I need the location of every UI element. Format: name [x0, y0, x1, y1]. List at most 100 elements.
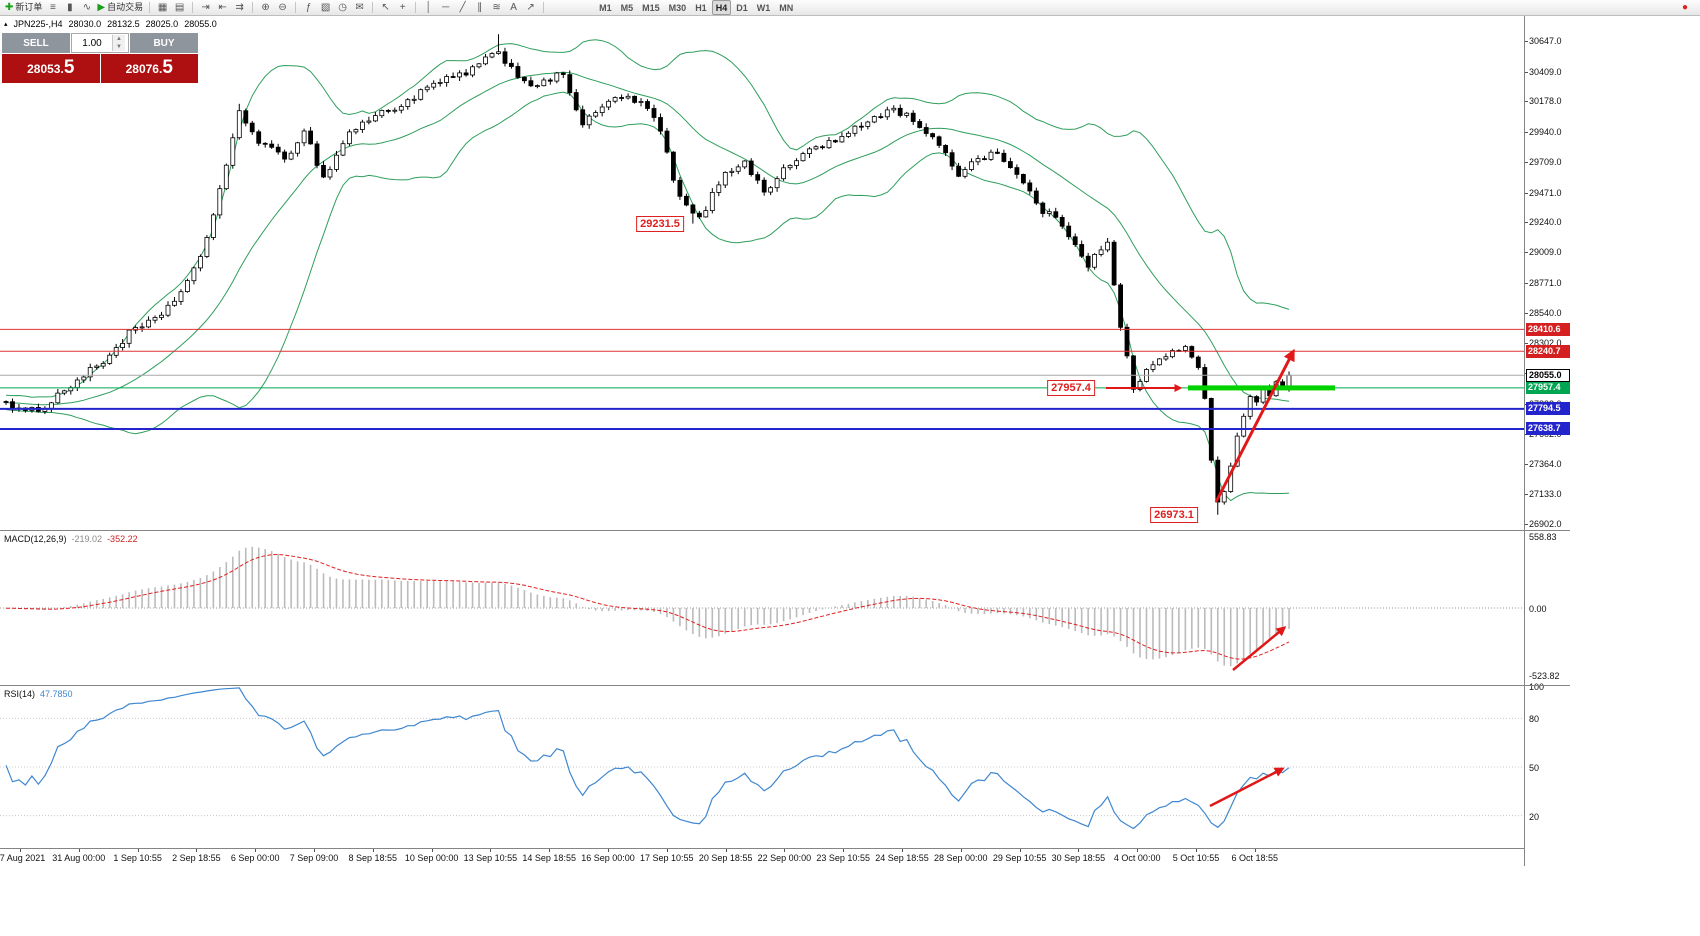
crosshair-icon[interactable]: +	[395, 1, 410, 14]
price-callout: 27957.4	[1047, 379, 1095, 396]
lot-size-field[interactable]: ▲ ▼	[71, 33, 129, 53]
price-level-tag: 27794.5	[1526, 402, 1570, 416]
time-tick-mark	[431, 849, 433, 852]
time-tick-label: 14 Sep 18:55	[522, 853, 576, 863]
price-tick-label: 29009.0	[1529, 247, 1562, 258]
timeframe-m30[interactable]: M30	[668, 2, 687, 13]
auto-scroll-icon: ⇉	[235, 2, 244, 13]
time-tick-mark	[1137, 849, 1139, 852]
new-order-button[interactable]: ✚ 新订单	[4, 1, 43, 14]
zoom-in-icon[interactable]: ⊕	[258, 1, 273, 14]
autotrading-button-label: 自动交易	[107, 2, 144, 12]
trend-arrow	[1232, 626, 1287, 671]
price-axis[interactable]: 30647.0 30409.0 30178.0 29940.0 29709.0 29471…	[1524, 16, 1570, 866]
fibonacci-icon[interactable]: ≋	[489, 1, 504, 14]
price-tick-mark	[1525, 161, 1528, 163]
channel-icon[interactable]: ∥	[472, 1, 487, 14]
chart-shift-icon: ⇤	[218, 2, 227, 13]
price-level-tag: 28410.6	[1526, 322, 1570, 336]
price-level-tag: 27957.4	[1526, 381, 1570, 395]
main-price-pane[interactable]	[0, 16, 1524, 530]
trendline-icon[interactable]: ╱	[455, 1, 470, 14]
cursor-icon[interactable]: ↖	[378, 1, 393, 14]
line-chart-icon[interactable]: ∿	[79, 1, 94, 14]
price-tick-label: 27364.0	[1529, 459, 1562, 470]
indicators-icon[interactable]: ƒ	[301, 1, 316, 14]
timeframe-mn[interactable]: MN	[779, 2, 794, 13]
time-axis[interactable]: 27 Aug 2021 31 Aug 00:00 1 Sep 10:55 2 Sep …	[0, 848, 1570, 867]
time-tick-label: 7 Sep 09:00	[289, 853, 339, 863]
time-tick-label: 6 Sep 00:00	[230, 853, 280, 863]
candlestick-chart-icon[interactable]: ▮	[62, 1, 77, 14]
line-chart-icon: ∿	[82, 2, 92, 13]
timeframe-m1[interactable]: M1	[599, 2, 612, 13]
horizontal-line-icon[interactable]: ─	[438, 1, 453, 14]
price-tick-mark	[1525, 71, 1528, 73]
lot-size-input[interactable]	[72, 37, 112, 49]
lot-spinner[interactable]: ▲ ▼	[112, 35, 125, 51]
current-price-tag: 28055.0	[1526, 368, 1570, 382]
support-highlight-bar	[1188, 385, 1335, 391]
time-tick-mark	[1254, 849, 1256, 852]
symbol-period: JPN225-,H4	[13, 19, 63, 29]
channel-icon: ∥	[477, 2, 483, 13]
timeframe-h1[interactable]: H1	[695, 2, 707, 13]
pane-splitter-rsi[interactable]	[0, 685, 1570, 686]
zoom-out-icon[interactable]: ⊖	[275, 1, 290, 14]
spinner-down-icon[interactable]: ▼	[113, 43, 125, 51]
chart-ohlc-header: ▴ JPN225-,H4 28030.0 28132.5 28025.0 280…	[4, 19, 217, 29]
auto-scroll-icon[interactable]: ⇉	[232, 1, 247, 14]
templates-icon[interactable]: ▧	[318, 1, 333, 14]
price-tick-label: 28540.0	[1529, 307, 1562, 318]
macd-signal-line	[6, 553, 1290, 660]
scroll-to-end-icon[interactable]: ⇥	[198, 1, 213, 14]
buy-button[interactable]: BUY	[130, 33, 198, 53]
toolbar-separator	[295, 2, 297, 13]
ask-price-box[interactable]: 28076. 5	[100, 54, 198, 83]
macd-pane[interactable]	[0, 531, 1524, 685]
indicators-icon: ƒ	[305, 2, 312, 13]
price-tick-mark	[1525, 252, 1528, 254]
timeframe-w1[interactable]: W1	[756, 2, 771, 13]
time-tick-mark	[1019, 849, 1021, 852]
rsi-line	[5, 687, 1290, 830]
price-tick-label: 27133.0	[1529, 489, 1562, 500]
bar-chart-icon[interactable]: ≡	[45, 1, 60, 14]
vertical-line-icon[interactable]: │	[421, 1, 436, 14]
time-tick-label: 13 Sep 10:55	[463, 853, 518, 863]
timeframe-h4[interactable]: H4	[711, 0, 732, 15]
alert-icon[interactable]: ✉	[352, 1, 367, 14]
time-tick-label: 20 Sep 18:55	[698, 853, 753, 863]
macd-signal-value: -352.22	[107, 534, 138, 544]
chart-shift-icon[interactable]: ⇤	[215, 1, 230, 14]
autotrading-button[interactable]: ▶ 自动交易	[96, 1, 144, 14]
scroll-to-end-icon: ⇥	[201, 2, 210, 13]
price-callout: 29231.5	[636, 215, 684, 232]
timeframe-m15[interactable]: M15	[642, 2, 660, 13]
arrow-tool-icon[interactable]: ↗	[523, 1, 538, 14]
ohlc-high: 28132.5	[107, 19, 140, 29]
time-tick-mark	[372, 849, 374, 852]
period-selector-icon[interactable]: ◷	[335, 1, 350, 14]
text-tool-icon[interactable]: A	[506, 1, 521, 14]
timeframe-d1[interactable]: D1	[736, 2, 748, 13]
time-tick-label: 17 Sep 10:55	[640, 853, 694, 863]
spinner-up-icon[interactable]: ▲	[113, 35, 125, 43]
price-tick-mark	[1525, 192, 1528, 194]
bid-price-box[interactable]: 28053. 5	[2, 54, 100, 83]
vertical-line-icon: │	[425, 2, 432, 13]
time-tick-label: 1 Sep 10:55	[113, 853, 162, 863]
cascade-windows-icon[interactable]: ▤	[172, 1, 187, 14]
bid-price: 28053.	[27, 62, 64, 76]
timeframe-m5[interactable]: M5	[620, 2, 634, 13]
pane-splitter-macd[interactable]	[0, 530, 1570, 531]
rsi-pane[interactable]	[0, 686, 1524, 848]
time-tick-label: 5 Oct 10:55	[1172, 853, 1220, 863]
sell-button[interactable]: SELL	[2, 33, 70, 53]
text-tool-icon: A	[510, 2, 517, 13]
price-tick-label: 28771.0	[1529, 277, 1562, 288]
fibonacci-icon: ≋	[492, 2, 501, 13]
macd-main-value: -219.02	[71, 534, 103, 544]
tile-windows-icon[interactable]: ▦	[155, 1, 170, 14]
price-tick-label: 26902.0	[1529, 518, 1562, 529]
